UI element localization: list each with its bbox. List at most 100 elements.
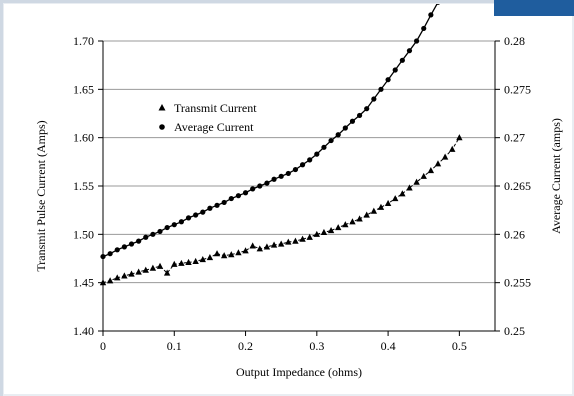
frame-left-border [0,0,3,396]
right-y-tick-label: 0.27 [504,131,525,145]
right-y-tick-label: 0.255 [504,276,531,290]
transmit-point [370,207,378,214]
legend: Transmit Current Average Current [158,101,257,134]
average-point [271,176,277,182]
right-y-tick-label: 0.275 [504,82,531,96]
average-point [314,151,320,157]
average-point [299,162,306,168]
legend-marker-transmit [158,104,166,111]
left-y-tick-label: 1.55 [73,179,94,193]
chart-panel: 1.40 1.45 1.50 1.55 1.60 1.65 1.70 0.25 0.255 0.2… [4,4,572,394]
average-point [349,118,356,124]
x-tick-label: 0 [100,339,106,353]
x-tick-label: 0.5 [452,339,467,353]
x-axis-title: Output Impedance (ohms) [236,365,362,379]
transmit-point [342,221,349,228]
average-point [356,112,363,119]
transmit-point [313,230,321,237]
transmit-point [171,260,178,267]
average-point [185,215,192,221]
transmit-point [327,226,335,234]
transmit-point [456,134,463,141]
transmit-point [270,241,278,248]
transmit-point [356,215,363,222]
transmit-point [149,264,157,271]
average-point [428,12,434,18]
transmit-point [192,257,199,264]
left-y-tick-label: 1.45 [73,276,94,290]
x-tick-label: 0.2 [238,339,253,353]
transmit-point [406,184,413,191]
transmit-point [156,262,164,269]
transmit-point [377,203,385,210]
average-point [193,212,199,218]
x-tick-label: 0.1 [167,339,182,353]
average-point [143,234,149,240]
average-point [157,228,163,235]
average-point [114,247,120,253]
average-point [364,106,370,112]
right-y-tick-label: 0.265 [504,179,531,193]
right-y-tick-label: 0.25 [504,324,525,338]
transmit-point [384,199,392,206]
average-point [214,202,220,208]
average-point [207,205,213,211]
transmit-point [299,235,306,242]
average-point [136,238,142,244]
average-point [107,251,113,257]
left-y-tick-label: 1.65 [73,82,94,96]
average-point [200,209,206,215]
average-point [242,190,249,196]
transmit-point [185,258,192,265]
frame-top-border [0,0,574,3]
left-y-tick-label: 1.60 [73,131,94,145]
average-point [250,186,256,192]
transmit-point [392,195,399,202]
transmit-point [292,237,299,244]
average-point [178,219,184,225]
average-point [406,48,413,54]
average-point [435,4,440,5]
average-point [371,96,377,102]
transmit-point [263,243,271,250]
transmit-point [320,228,328,235]
transmit-point [128,270,135,277]
x-tick-label: 0.4 [381,339,396,353]
average-point [221,199,227,206]
transmit-point [399,190,406,197]
average-point [421,25,427,32]
average-point [164,224,170,231]
average-point [385,77,391,83]
transmit-point [256,245,263,252]
transmit-point [206,254,214,261]
transmit-point [349,218,356,225]
gridlines [103,40,495,284]
transmit-point [277,240,285,247]
average-point [342,125,348,131]
right-y-tick-label: 0.26 [504,227,525,241]
average-point [292,166,299,173]
average-point [307,157,313,163]
transmit-point [434,160,442,167]
average-point [399,57,405,63]
average-point [335,132,341,138]
average-point [100,253,106,260]
average-point [285,170,291,177]
transmit-point [441,153,449,160]
average-point [235,193,242,199]
transmit-point [335,224,342,231]
transmit-point [220,252,228,259]
x-tick-label: 0.3 [309,339,324,353]
average-point [414,38,420,44]
transmit-point [163,269,171,276]
transmit-point [99,279,107,286]
transmit-point [178,259,185,266]
corner-tab [494,0,574,16]
tick-labels: 1.40 1.45 1.50 1.55 1.60 1.65 1.70 0.25 0.255 0.2… [73,34,531,353]
left-y-tick-label: 1.50 [73,227,94,241]
transmit-point [235,249,242,256]
legend-label-average: Average Current [174,120,254,134]
transmit-point [114,274,121,281]
average-point [150,231,156,237]
transmit-point [242,247,249,254]
